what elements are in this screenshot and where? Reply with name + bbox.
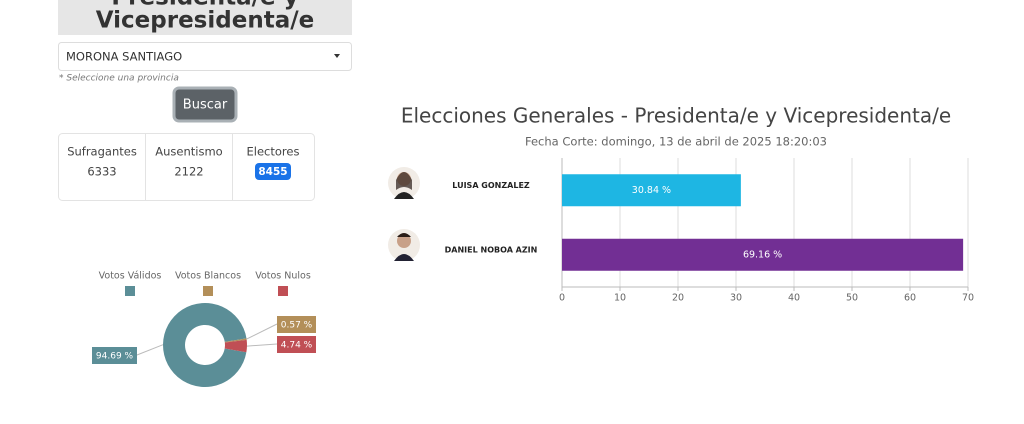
- bar: [562, 174, 741, 207]
- leader-line: [246, 343, 278, 347]
- legend-swatch: [278, 286, 288, 296]
- chart-title: Elecciones Generales - Presidenta/e y Vi…: [401, 104, 951, 128]
- donut-slice: [224, 339, 248, 353]
- x-tick-label: 60: [904, 293, 916, 304]
- stat-value: 6333: [87, 165, 116, 179]
- header-box: [58, 0, 352, 35]
- value-label: 4.74 %: [281, 341, 313, 351]
- legend-label: Votos Válidos: [99, 271, 162, 282]
- header-title: Presidenta/e y: [111, 0, 298, 11]
- stat-value: 8455: [258, 166, 287, 178]
- legend-swatch: [203, 286, 213, 296]
- leader-line: [246, 323, 278, 340]
- value-label: 94.69 %: [96, 352, 134, 362]
- search-button[interactable]: [172, 86, 238, 123]
- value-label: 0.57 %: [281, 321, 313, 331]
- legend-swatch: [125, 286, 135, 296]
- stat-value: 2122: [174, 165, 203, 179]
- avatar: [388, 167, 420, 199]
- button-label: Buscar: [183, 98, 228, 113]
- legend-label: Votos Blancos: [175, 271, 241, 282]
- stat-label: Electores: [247, 145, 300, 159]
- value-label-box: [277, 336, 316, 353]
- header-title: Vicepresidenta/e: [96, 8, 314, 34]
- stat-label: Sufragantes: [67, 145, 137, 159]
- value-label-box: [277, 316, 316, 333]
- bar: [562, 238, 964, 271]
- badge: [255, 163, 291, 180]
- donut-slice: [224, 338, 247, 343]
- select-caret: [334, 54, 340, 58]
- chart-subtitle: Fecha Corte: domingo, 13 de abril de 202…: [525, 135, 827, 149]
- leader-line: [136, 344, 164, 356]
- category-label: DANIEL NOBOA AZIN: [445, 245, 538, 254]
- stat-label: Ausentismo: [155, 145, 222, 159]
- x-tick-label: 70: [962, 293, 974, 304]
- value-label: 69.16 %: [743, 249, 782, 260]
- value-label: 30.84 %: [632, 185, 671, 196]
- x-tick-label: 0: [559, 293, 565, 304]
- x-tick-label: 10: [614, 293, 626, 304]
- hint: * Seleccione una provincia: [59, 74, 179, 84]
- value-label-box: [92, 347, 137, 364]
- province-select[interactable]: [58, 42, 352, 71]
- stats-box: [58, 133, 315, 201]
- legend-label: Votos Nulos: [255, 271, 311, 282]
- select-value: MORONA SANTIAGO: [66, 50, 182, 64]
- x-tick-label: 20: [672, 293, 684, 304]
- x-tick-label: 40: [788, 293, 800, 304]
- category-label: LUISA GONZALEZ: [452, 181, 530, 190]
- donut-slice: [163, 303, 247, 388]
- x-tick-label: 30: [730, 293, 742, 304]
- x-tick-label: 50: [846, 293, 858, 304]
- avatar: [388, 229, 420, 261]
